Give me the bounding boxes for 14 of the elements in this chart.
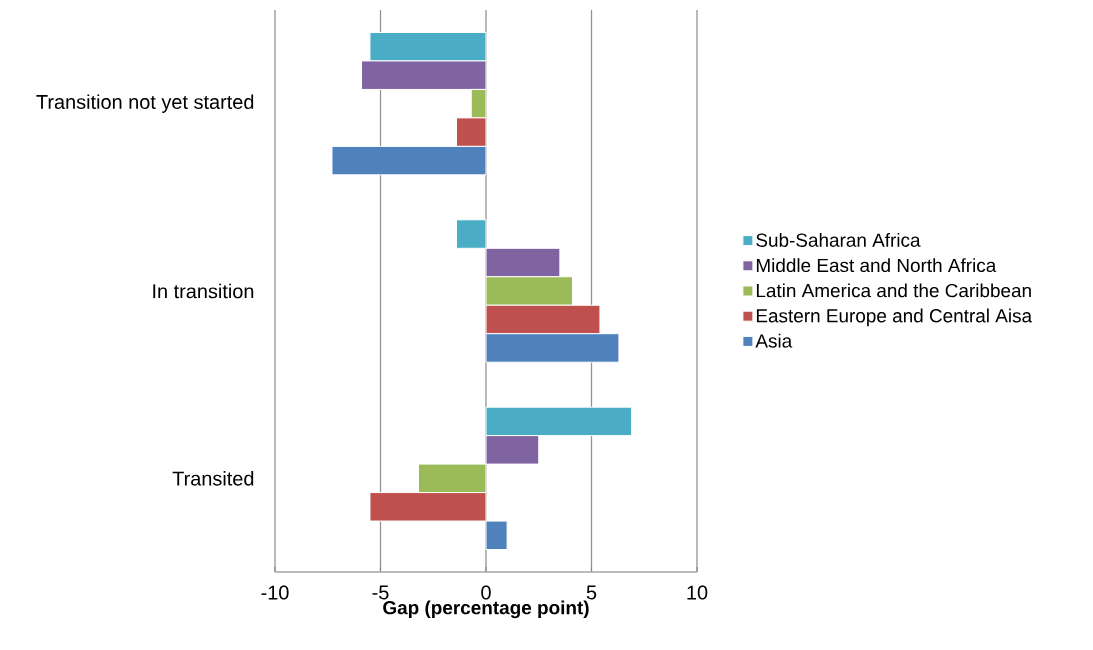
x-tick-label: -5 <box>372 585 389 600</box>
x-tick-label: 0 <box>481 585 491 600</box>
y-tick-label: Transition not yet started <box>36 94 254 113</box>
x-axis-title: Gap (percentage point) <box>383 600 589 619</box>
legend-label: Sub-Saharan Africa <box>756 233 921 247</box>
x-tick-label: 10 <box>687 585 708 600</box>
y-tick-label: Transited <box>172 471 254 486</box>
x-tick-label: -10 <box>261 585 289 600</box>
legend-label: Eastern Europe and Central Aisa <box>756 308 1033 327</box>
legend-label: Latin America and the Caribbean <box>756 283 1031 298</box>
legend-label: Asia <box>755 333 793 348</box>
x-tick-label: 5 <box>586 585 597 600</box>
y-tick-label: In transition <box>153 283 254 299</box>
legend-label: Middle East and North Africa <box>756 258 997 273</box>
